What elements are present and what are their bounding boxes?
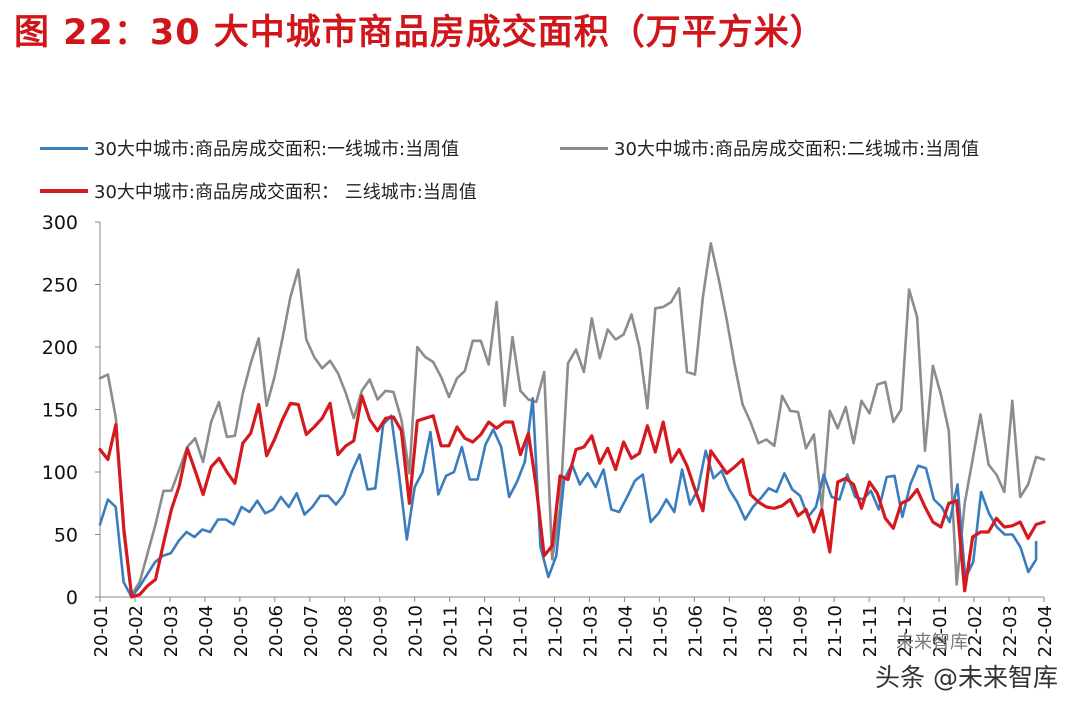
x-tick-label: 21-05 [650,605,671,657]
x-tick-label: 21-07 [720,605,741,657]
x-tick-label: 20-06 [266,605,287,657]
legend-label-tier1: 30大中城市:商品房成交面积:一线城市:当周值 [94,139,460,160]
legend-item-tier3: 30大中城市:商品房成交面积： 三线城市:当周值 [40,178,477,204]
x-tick-label: 20-01 [91,605,112,657]
x-tick-label: 21-09 [790,605,811,657]
chart-legend: 30大中城市:商品房成交面积:一线城市:当周值 30大中城市:商品房成交面积:二… [0,0,1080,210]
x-tick-label: 20-09 [371,605,392,657]
x-tick-label: 21-12 [895,605,916,657]
y-tick-label: 300 [42,212,78,234]
series-line-2 [98,242,1046,596]
legend-item-tier1: 30大中城市:商品房成交面积:一线城市:当周值 [40,135,459,161]
x-tick-label: 20-12 [476,605,497,657]
x-tick-label: 20-05 [231,605,252,657]
x-tick-label: 22-01 [930,605,951,657]
watermark-text: 头条 @未来智库 [875,663,1058,692]
x-tick-label: 21-08 [755,605,776,657]
series-line-1 [98,396,1038,599]
x-tick-label: 20-10 [406,605,427,657]
x-tick-label: 21-04 [615,605,636,657]
x-tick-label: 20-02 [126,605,147,657]
x-tick-label: 21-11 [860,605,881,657]
y-tick-label: 250 [42,275,78,297]
x-tick-label: 20-07 [301,605,322,657]
y-tick-label: 0 [66,587,78,609]
x-tick-label: 20-03 [161,605,182,657]
y-tick-label: 150 [42,400,78,422]
x-tick-label: 20-04 [196,605,217,657]
x-tick-label: 21-06 [685,605,706,657]
chart-title: 图 22：30 大中城市商品房成交面积（万平方米） [14,13,826,53]
x-tick-label: 22-02 [965,605,986,657]
x-tick-label: 20-11 [441,605,462,657]
x-tick-label: 21-02 [546,605,567,657]
x-tick-label: 21-01 [511,605,532,657]
watermark-logo: 未来智库 [896,632,968,653]
x-tick-label: 21-10 [825,605,846,657]
legend-swatch-tier3 [40,189,88,193]
x-tick-label: 21-03 [580,605,601,657]
y-tick-label: 100 [42,462,78,484]
y-tick-label: 50 [54,525,78,547]
x-tick-label: 20-08 [336,605,357,657]
legend-item-tier2: 30大中城市:商品房成交面积:二线城市:当周值 [560,135,979,161]
legend-swatch-tier1 [40,146,88,150]
y-tick-label: 200 [42,337,78,359]
legend-label-tier3: 30大中城市:商品房成交面积： 三线城市:当周值 [94,182,477,203]
legend-swatch-tier2 [560,146,608,150]
legend-label-tier2: 30大中城市:商品房成交面积:二线城市:当周值 [614,139,980,160]
x-tick-label: 22-04 [1035,605,1056,657]
series-line-3 [98,394,1046,599]
x-tick-label: 22-03 [1000,605,1021,657]
